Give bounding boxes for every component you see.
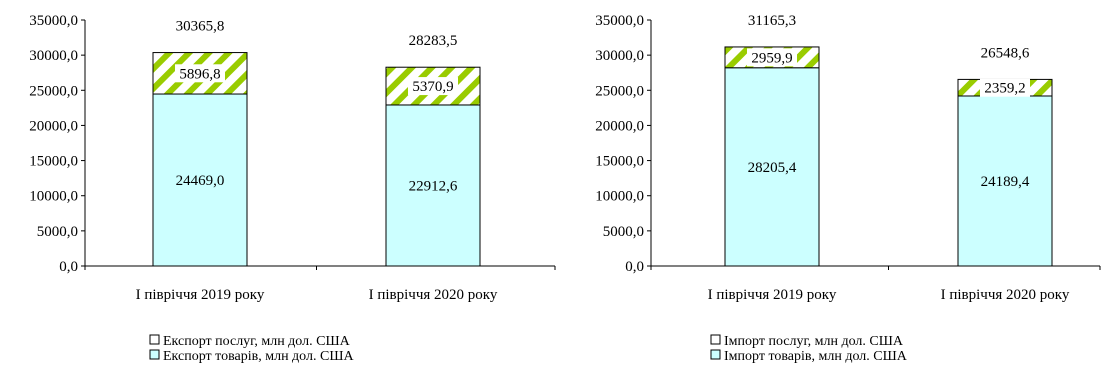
bar-goods <box>385 104 481 267</box>
y-tick-label: 15000,0 <box>595 154 644 170</box>
services-label-bg <box>408 77 458 96</box>
services-value-label: 5896,8 <box>179 66 220 82</box>
services-value-label: 2359,2 <box>984 81 1025 97</box>
y-tick-label: 5000,0 <box>603 224 644 240</box>
import-chart: 0,0 5000,0 10000,0 15000,0 20000,0 25000,0 300… <box>595 13 1101 364</box>
services-label-bg <box>980 78 1030 97</box>
legend-swatch <box>149 349 160 360</box>
y-tick-label: 15000,0 <box>29 154 78 170</box>
y-tick-label: 10000,0 <box>29 189 78 205</box>
legend-label: Імпорт товарів, млн дол. США <box>724 349 908 364</box>
x-category-label: І півріччя 2019 року <box>708 287 837 303</box>
y-tick-label: 0,0 <box>625 259 644 275</box>
bar-goods <box>152 93 248 267</box>
goods-value-label: 22912,6 <box>409 178 458 194</box>
y-tick-label: 20000,0 <box>29 118 78 134</box>
total-value-label: 30365,8 <box>176 19 225 35</box>
goods-value-label: 24189,4 <box>981 174 1030 190</box>
y-tick-label: 35000,0 <box>29 13 78 29</box>
services-label-bg <box>175 64 225 83</box>
y-tick-label: 5000,0 <box>37 224 78 240</box>
y-tick-label: 30000,0 <box>29 48 78 64</box>
y-tick-label: 25000,0 <box>595 83 644 99</box>
total-value-label: 28283,5 <box>409 33 458 49</box>
y-tick-label: 20000,0 <box>595 118 644 134</box>
export-chart: 0,0 5000,0 10000,0 15000,0 20000,0 25000,0 300… <box>29 13 556 364</box>
y-tick-label: 0,0 <box>59 259 78 275</box>
goods-value-label: 28205,4 <box>748 160 797 176</box>
total-value-label: 26548,6 <box>981 45 1030 61</box>
goods-value-label: 24469,0 <box>176 173 225 189</box>
total-value-label: 31165,3 <box>748 13 796 29</box>
y-tick-label: 10000,0 <box>595 189 644 205</box>
services-value-label: 5370,9 <box>412 79 453 95</box>
legend-label: Експорт товарів, млн дол. США <box>163 349 354 364</box>
legend-label: Експорт послуг, млн дол. США <box>163 334 351 349</box>
legend-swatch <box>149 334 160 345</box>
legend-swatch <box>710 349 721 360</box>
y-tick-label: 30000,0 <box>595 48 644 64</box>
legend-label: Імпорт послуг, млн дол. США <box>724 334 904 349</box>
services-label-bg <box>747 48 797 67</box>
x-category-label: І півріччя 2020 року <box>369 287 498 303</box>
legend-swatch <box>710 334 721 345</box>
x-category-label: І півріччя 2020 року <box>941 287 1070 303</box>
y-tick-label: 25000,0 <box>29 83 78 99</box>
y-tick-label: 35000,0 <box>595 13 644 29</box>
x-category-label: І півріччя 2019 року <box>136 287 265 303</box>
services-value-label: 2959,9 <box>751 50 792 66</box>
bar-goods <box>957 95 1053 267</box>
